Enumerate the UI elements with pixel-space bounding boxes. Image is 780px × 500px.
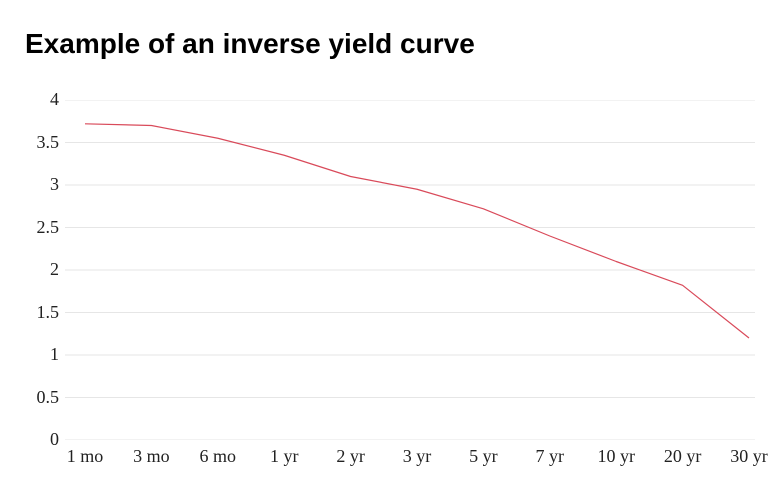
x-axis-tick-label: 6 mo — [186, 446, 250, 467]
x-axis-tick-label: 3 yr — [385, 446, 449, 467]
y-axis-tick-label: 2 — [19, 259, 59, 280]
y-axis-tick-label: 1.5 — [19, 302, 59, 323]
y-axis-tick-label: 0.5 — [19, 387, 59, 408]
y-axis-tick-label: 2.5 — [19, 217, 59, 238]
y-axis-tick-label: 3.5 — [19, 132, 59, 153]
x-axis-tick-label: 10 yr — [584, 446, 648, 467]
y-axis-tick-label: 3 — [19, 174, 59, 195]
x-axis-tick-label: 1 yr — [252, 446, 316, 467]
y-axis-tick-label: 1 — [19, 344, 59, 365]
x-axis-tick-label: 7 yr — [518, 446, 582, 467]
x-axis-tick-label: 5 yr — [451, 446, 515, 467]
x-axis-tick-label: 3 mo — [119, 446, 183, 467]
x-axis-tick-label: 30 yr — [717, 446, 780, 467]
yield-curve-line — [85, 124, 749, 338]
chart-plot-area — [65, 100, 755, 440]
chart-title: Example of an inverse yield curve — [25, 28, 475, 60]
x-axis-tick-label: 2 yr — [319, 446, 383, 467]
yield-curve-svg — [65, 100, 755, 440]
y-axis-tick-label: 4 — [19, 89, 59, 110]
x-axis-tick-label: 1 mo — [53, 446, 117, 467]
x-axis-tick-label: 20 yr — [651, 446, 715, 467]
chart-container: Example of an inverse yield curve 00.511… — [0, 0, 780, 500]
